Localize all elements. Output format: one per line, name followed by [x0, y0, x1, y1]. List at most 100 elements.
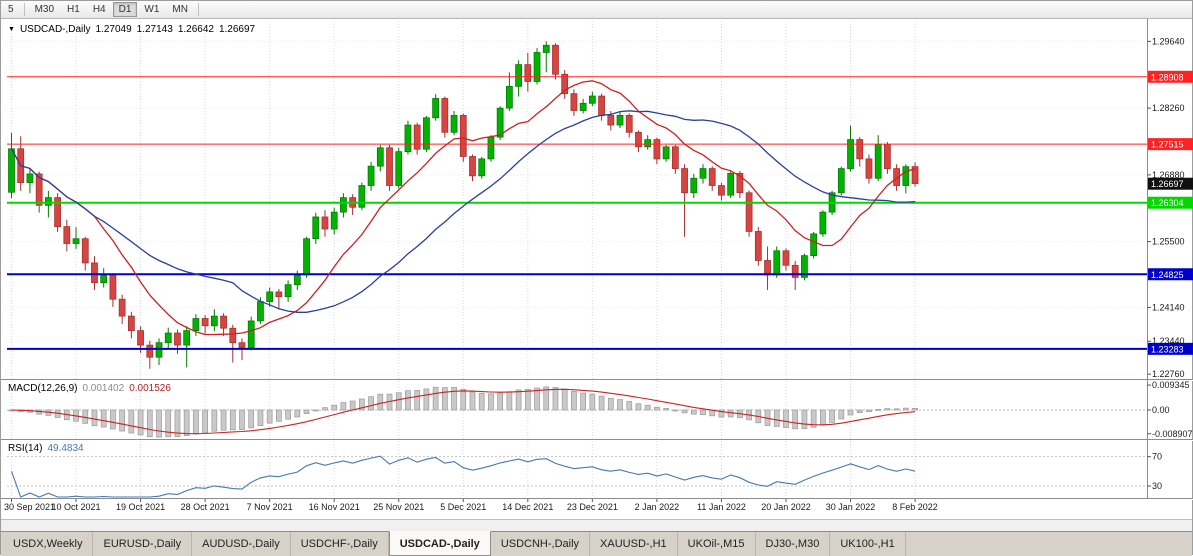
candle-body — [423, 117, 430, 150]
candle-body — [45, 197, 52, 206]
price-axis-label: 1.25500 — [1152, 237, 1185, 247]
chart-dropdown-icon[interactable]: ▼ — [8, 26, 15, 33]
price-tag — [1148, 342, 1193, 355]
tab-ukoil-m15[interactable]: UKOil-,M15 — [678, 532, 756, 556]
candle-body — [598, 95, 605, 116]
candle-body — [35, 173, 43, 206]
macd-bar — [128, 409, 135, 434]
candle-body — [386, 147, 393, 186]
tab-uk100-h1[interactable]: UK100-,H1 — [830, 532, 906, 556]
candle-body — [8, 148, 15, 193]
macd-bar — [91, 409, 98, 427]
candle-body — [552, 44, 559, 75]
candle-body — [155, 342, 163, 358]
macd-bar — [340, 402, 347, 411]
candle-body — [137, 330, 144, 346]
toolbar-separator — [23, 3, 25, 16]
pane-separators — [1, 19, 1193, 500]
macd-bar — [598, 395, 605, 411]
timeframe-button-h1[interactable]: H1 — [61, 2, 86, 17]
macd-bar — [211, 409, 218, 432]
chart-symbol-label: USDCAD-,Daily — [19, 24, 91, 35]
candle-body — [745, 192, 753, 232]
tab-eurusd-daily[interactable]: EURUSD-,Daily — [93, 532, 193, 556]
candle-body — [238, 342, 246, 348]
macd-bar — [110, 409, 116, 430]
macd-bar — [607, 397, 614, 411]
candle-body — [293, 274, 301, 286]
macd-bar — [146, 409, 153, 438]
candle-body — [257, 301, 264, 322]
candle-body — [819, 211, 827, 235]
tab-usdchf-daily[interactable]: USDCHF-,Daily — [291, 532, 389, 556]
macd-bar — [451, 387, 457, 411]
macd-bar — [820, 409, 826, 426]
macd-signal-value: 0.001526 — [129, 383, 171, 394]
price-tag — [1148, 177, 1193, 190]
price-tag — [1148, 138, 1193, 151]
tab-dj30-m30[interactable]: DJ30-,M30 — [756, 532, 831, 556]
tab-usdcad-daily[interactable]: USDCAD-,Daily — [388, 531, 491, 556]
candle-body — [450, 115, 458, 133]
ma-slow-line — [10, 110, 916, 313]
timeframe-button-m30[interactable]: M30 — [29, 2, 60, 17]
tab-xauusd-h1[interactable]: XAUUSD-,H1 — [590, 532, 678, 556]
macd-bar — [312, 409, 319, 412]
chart-area[interactable]: ▼ USDCAD-,Daily 1.27049 1.27143 1.26642 … — [1, 19, 1193, 519]
ohlc-close: 1.26697 — [218, 24, 256, 35]
timeframe-button-w1[interactable]: W1 — [138, 2, 165, 17]
macd-bar — [257, 409, 264, 426]
macd-bar — [414, 389, 421, 411]
candle-body — [395, 151, 403, 186]
macd-bar — [534, 387, 540, 411]
macd-bar — [488, 393, 494, 411]
macd-bar — [727, 409, 734, 418]
candle-body — [533, 52, 541, 82]
macd-bar — [829, 409, 835, 423]
tab-audusd-daily[interactable]: AUDUSD-,Daily — [192, 532, 291, 556]
timeframe-button-h4[interactable]: H4 — [87, 2, 112, 17]
candle-body — [146, 344, 154, 358]
macd-bar — [912, 408, 918, 411]
macd-bar — [681, 409, 688, 414]
tab-usdcnh-daily[interactable]: USDCNH-,Daily — [491, 532, 591, 556]
timeframe-button-d1[interactable]: D1 — [112, 2, 138, 17]
macd-bar — [773, 409, 780, 427]
macd-bar — [515, 389, 522, 411]
macd-bar — [368, 396, 374, 411]
candle-body — [174, 332, 181, 346]
candle-body — [644, 139, 652, 148]
macd-bar — [423, 388, 430, 411]
timeframe-button-5[interactable]: 5 — [2, 2, 20, 17]
candle-body — [616, 115, 624, 126]
candle-body — [321, 216, 329, 230]
macd-bar — [810, 409, 817, 428]
candle-body — [496, 107, 504, 138]
macd-bar — [617, 399, 623, 411]
rsi-name: RSI(14) — [8, 443, 43, 454]
chart-canvas[interactable]: 1.29640 1.28260 1.26880 1.25500 1.24140 1.234… — [1, 19, 1193, 519]
timeframe-button-mn[interactable]: MN — [166, 2, 194, 17]
tab-usdx-weekly[interactable]: USDX,Weekly — [3, 532, 94, 556]
macd-indicator-label: MACD(12,26,9) 0.001402 0.001526 — [8, 383, 171, 394]
macd-bar — [902, 407, 909, 411]
price-tag — [1148, 268, 1193, 281]
macd-main-value: 0.001402 — [82, 383, 125, 394]
price-axis-label: 1.26880 — [1152, 170, 1185, 180]
hlines-layer[interactable] — [7, 76, 1147, 350]
candle-body — [515, 64, 522, 87]
candle-body — [109, 274, 117, 300]
date-axis-label: 8 Feb 2022 — [892, 502, 938, 512]
price-tag-label: 1.26697 — [1151, 179, 1184, 189]
date-axis-label: 5 Dec 2021 — [440, 502, 486, 512]
macd-bar — [239, 409, 245, 430]
candle-body — [579, 102, 587, 111]
candle-body — [865, 158, 873, 179]
candle-body — [266, 291, 274, 302]
macd-bar — [875, 408, 882, 411]
price-axis[interactable]: 1.29640 1.28260 1.26880 1.25500 1.24140 1.234… — [1147, 36, 1193, 491]
price-axis-label: 1.24140 — [1152, 302, 1185, 312]
date-axis-label: 16 Nov 2021 — [309, 502, 360, 512]
